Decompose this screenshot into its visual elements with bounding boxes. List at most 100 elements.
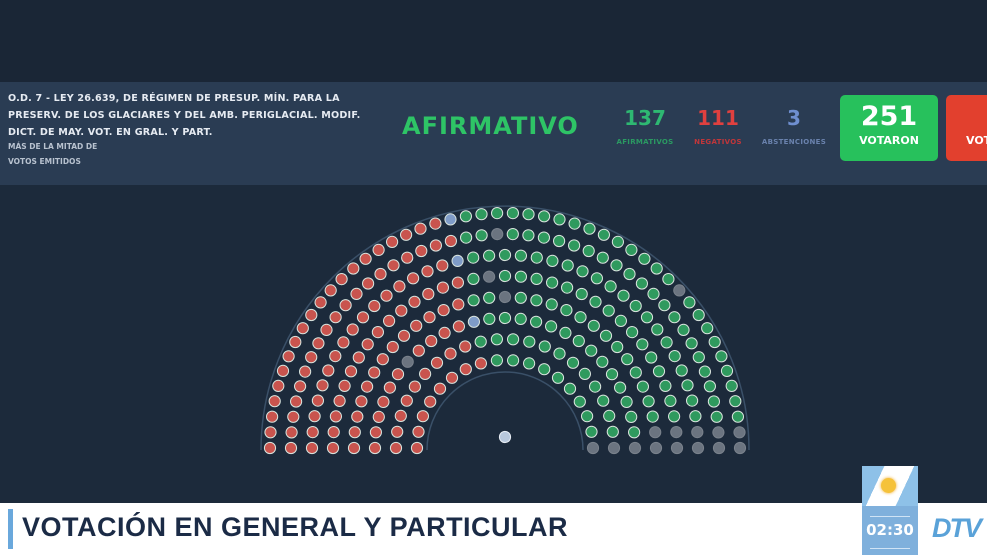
seat-affirmative [575,287,588,301]
seat-absent [649,426,662,439]
seat-negative [408,380,421,393]
seat-affirmative [566,356,580,369]
seat-affirmative [692,308,705,322]
seat-affirmative [621,353,634,366]
seat-affirmative [522,208,535,221]
seat-affirmative [467,294,480,307]
seat-affirmative [514,270,528,283]
seat-negative [400,394,413,407]
seat-affirmative [576,265,589,278]
seat-negative [410,441,424,455]
seat-affirmative [611,235,625,249]
seat-negative [391,368,405,381]
seat-negative [452,320,465,333]
seat-negative [393,280,406,293]
seat-negative [371,326,384,339]
seat-negative [326,441,340,455]
seat-negative [272,379,285,392]
majority-rule: MÁS DE LA MITAD DE VOTOS EMITIDOS [8,139,97,169]
seat-absent [691,441,705,455]
seat-negative [414,222,427,235]
clock-time: 02:30 [862,506,918,555]
seat-negative [311,394,324,407]
seat-affirmative [498,311,512,325]
lower-third: VOTACIÓN EN GENERAL Y PARTICULAR [0,503,862,555]
seat-affirmative [683,296,696,309]
seat-affirmative [559,326,572,339]
seat-negative [333,394,346,407]
seat-affirmative [589,295,602,308]
seat-negative [376,353,389,366]
seat-negative [285,426,298,439]
seat-absent [733,426,746,439]
seat-affirmative [506,333,520,346]
seat-affirmative [606,425,619,438]
seat-affirmative [681,379,694,392]
seat-affirmative [596,355,609,368]
seat-affirmative [675,364,688,377]
seat-affirmative [652,365,666,378]
seat-affirmative [574,311,587,324]
seat-affirmative [628,426,641,439]
seat-negative [289,335,302,349]
seat-negative [459,363,472,376]
seat-negative [400,228,413,241]
seat-affirmative [636,338,649,351]
seat-affirmative [506,354,520,367]
seat-affirmative [729,395,742,408]
seat-negative [350,287,363,301]
seat-affirmative [545,320,558,333]
seat-affirmative [659,379,672,392]
seat-affirmative [668,410,681,423]
seat-absent [712,441,726,455]
seat-negative [339,299,352,312]
seat-affirmative [715,350,728,363]
seat-negative [415,244,428,258]
seat-affirmative [530,294,543,307]
seat-negative [394,409,407,422]
seat-affirmative [589,380,602,393]
no-votaron-box: VOT [946,95,987,161]
seat-affirmative [647,287,660,301]
abstenciones-label: ABSTENCIONES [761,138,827,146]
seat-negative [386,235,399,249]
majority-line-2: VOTOS EMITIDOS [8,157,81,166]
seat-negative [389,441,403,455]
seat-affirmative [553,234,566,248]
seat-affirmative [625,243,638,257]
seat-abstention [444,213,457,226]
seat-affirmative [698,365,712,378]
seat-negative [322,364,335,377]
seat-abstention [451,254,464,268]
hemicycle-chart [260,205,750,455]
seat-negative [425,334,438,348]
seat-affirmative [638,252,651,265]
seat-absent [491,228,504,241]
seat-affirmative [636,380,650,393]
seat-negative [383,314,396,327]
seat-affirmative [474,335,487,348]
seat-negative [294,380,307,393]
seat-affirmative [597,394,610,407]
seat-negative [351,410,364,423]
seat-negative [282,350,295,363]
seat-affirmative [686,394,699,407]
seat-absent [673,284,686,297]
seat-negative [374,267,387,281]
seat-affirmative [538,363,551,376]
seat-affirmative [708,335,721,349]
seat-affirmative [546,254,559,268]
seat-negative [368,441,382,455]
seat-negative [444,347,457,360]
seat-negative [299,365,312,378]
seat-affirmative [506,207,520,220]
seat-affirmative [537,231,551,244]
seat-affirmative [573,395,586,408]
seat-affirmative [467,272,480,286]
seat-affirmative [625,410,638,423]
seat-negative [368,366,381,379]
seat-affirmative [651,323,664,336]
seat-absent [691,426,704,439]
seat-affirmative [660,336,673,349]
seat-negative [308,410,321,423]
